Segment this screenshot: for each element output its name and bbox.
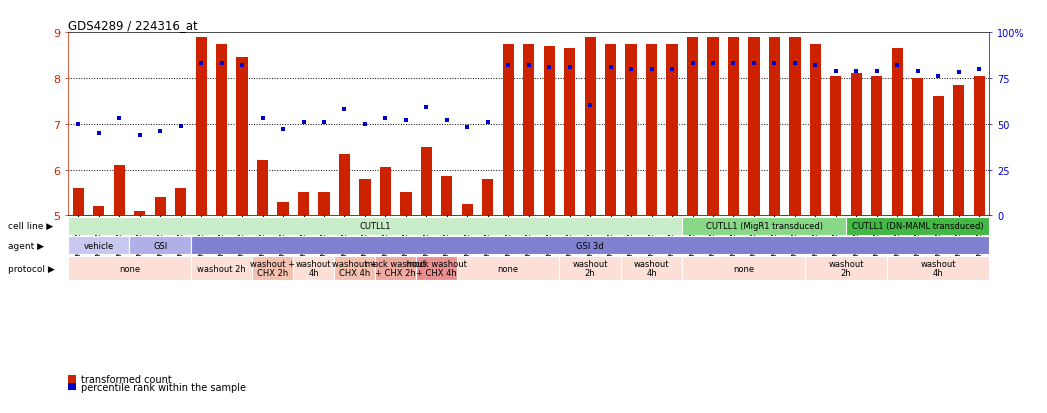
- Bar: [68, 256, 191, 280]
- Bar: [683, 217, 846, 235]
- Bar: [216, 45, 227, 216]
- Text: washout +
CHX 4h: washout + CHX 4h: [332, 259, 377, 278]
- Bar: [605, 45, 617, 216]
- Bar: [359, 179, 371, 216]
- Bar: [375, 256, 416, 280]
- Text: washout
4h: washout 4h: [296, 259, 332, 278]
- Bar: [257, 161, 268, 216]
- Text: GDS4289 / 224316_at: GDS4289 / 224316_at: [68, 19, 198, 32]
- Bar: [805, 256, 887, 280]
- Bar: [458, 256, 559, 280]
- Bar: [687, 38, 698, 216]
- Bar: [749, 38, 759, 216]
- Bar: [421, 147, 432, 216]
- Bar: [462, 204, 473, 216]
- Bar: [646, 45, 658, 216]
- Bar: [667, 45, 677, 216]
- Text: protocol ▶: protocol ▶: [8, 264, 54, 273]
- Text: washout
2h: washout 2h: [828, 259, 864, 278]
- Bar: [830, 76, 842, 216]
- Bar: [912, 79, 923, 216]
- Text: transformed count: transformed count: [81, 374, 172, 384]
- Text: CUTLL1 (DN-MAML transduced): CUTLL1 (DN-MAML transduced): [852, 222, 983, 231]
- Text: percentile rank within the sample: percentile rank within the sample: [81, 382, 246, 392]
- Bar: [524, 45, 534, 216]
- Bar: [134, 211, 146, 216]
- Bar: [621, 256, 683, 280]
- Text: agent ▶: agent ▶: [8, 241, 44, 250]
- Bar: [196, 38, 206, 216]
- Bar: [293, 256, 334, 280]
- Bar: [277, 202, 289, 216]
- Text: none: none: [733, 264, 754, 273]
- Text: CUTLL1 (MigR1 transduced): CUTLL1 (MigR1 transduced): [706, 222, 823, 231]
- Bar: [155, 197, 165, 216]
- Text: none: none: [497, 264, 519, 273]
- Bar: [68, 217, 683, 235]
- Bar: [851, 74, 862, 216]
- Bar: [380, 168, 391, 216]
- Bar: [416, 256, 458, 280]
- Bar: [887, 256, 989, 280]
- Bar: [483, 179, 493, 216]
- Bar: [237, 58, 248, 216]
- Bar: [789, 38, 801, 216]
- Bar: [191, 256, 252, 280]
- Bar: [871, 76, 883, 216]
- Bar: [933, 97, 943, 216]
- Bar: [728, 38, 739, 216]
- Text: washout
2h: washout 2h: [573, 259, 608, 278]
- Text: mock washout
+ CHX 2h: mock washout + CHX 2h: [365, 259, 426, 278]
- Bar: [130, 237, 191, 254]
- Text: cell line ▶: cell line ▶: [8, 222, 53, 231]
- Bar: [683, 256, 805, 280]
- Text: washout +
CHX 2h: washout + CHX 2h: [250, 259, 295, 278]
- Text: washout 2h: washout 2h: [197, 264, 246, 273]
- Text: none: none: [119, 264, 140, 273]
- Bar: [846, 217, 989, 235]
- Bar: [543, 47, 555, 216]
- Bar: [708, 38, 718, 216]
- Bar: [441, 177, 452, 216]
- Text: washout
4h: washout 4h: [920, 259, 956, 278]
- Text: GSI 3d: GSI 3d: [576, 241, 604, 250]
- Bar: [400, 193, 411, 216]
- Text: washout
4h: washout 4h: [633, 259, 669, 278]
- Text: mock washout
+ CHX 4h: mock washout + CHX 4h: [406, 259, 467, 278]
- Bar: [953, 85, 964, 216]
- Bar: [72, 188, 84, 216]
- Bar: [564, 49, 575, 216]
- Bar: [503, 45, 514, 216]
- Bar: [93, 206, 105, 216]
- Bar: [114, 166, 125, 216]
- Bar: [892, 49, 903, 216]
- Bar: [974, 76, 985, 216]
- Bar: [175, 188, 186, 216]
- Text: CUTLL1: CUTLL1: [359, 222, 391, 231]
- Bar: [318, 193, 330, 216]
- Bar: [584, 38, 596, 216]
- Bar: [809, 45, 821, 216]
- Bar: [768, 38, 780, 216]
- Bar: [252, 256, 293, 280]
- Bar: [625, 45, 637, 216]
- Bar: [339, 154, 350, 216]
- Bar: [334, 256, 375, 280]
- Bar: [298, 193, 309, 216]
- Text: vehicle: vehicle: [84, 241, 114, 250]
- Bar: [68, 237, 130, 254]
- Bar: [191, 237, 989, 254]
- Text: GSI: GSI: [153, 241, 168, 250]
- Bar: [559, 256, 621, 280]
